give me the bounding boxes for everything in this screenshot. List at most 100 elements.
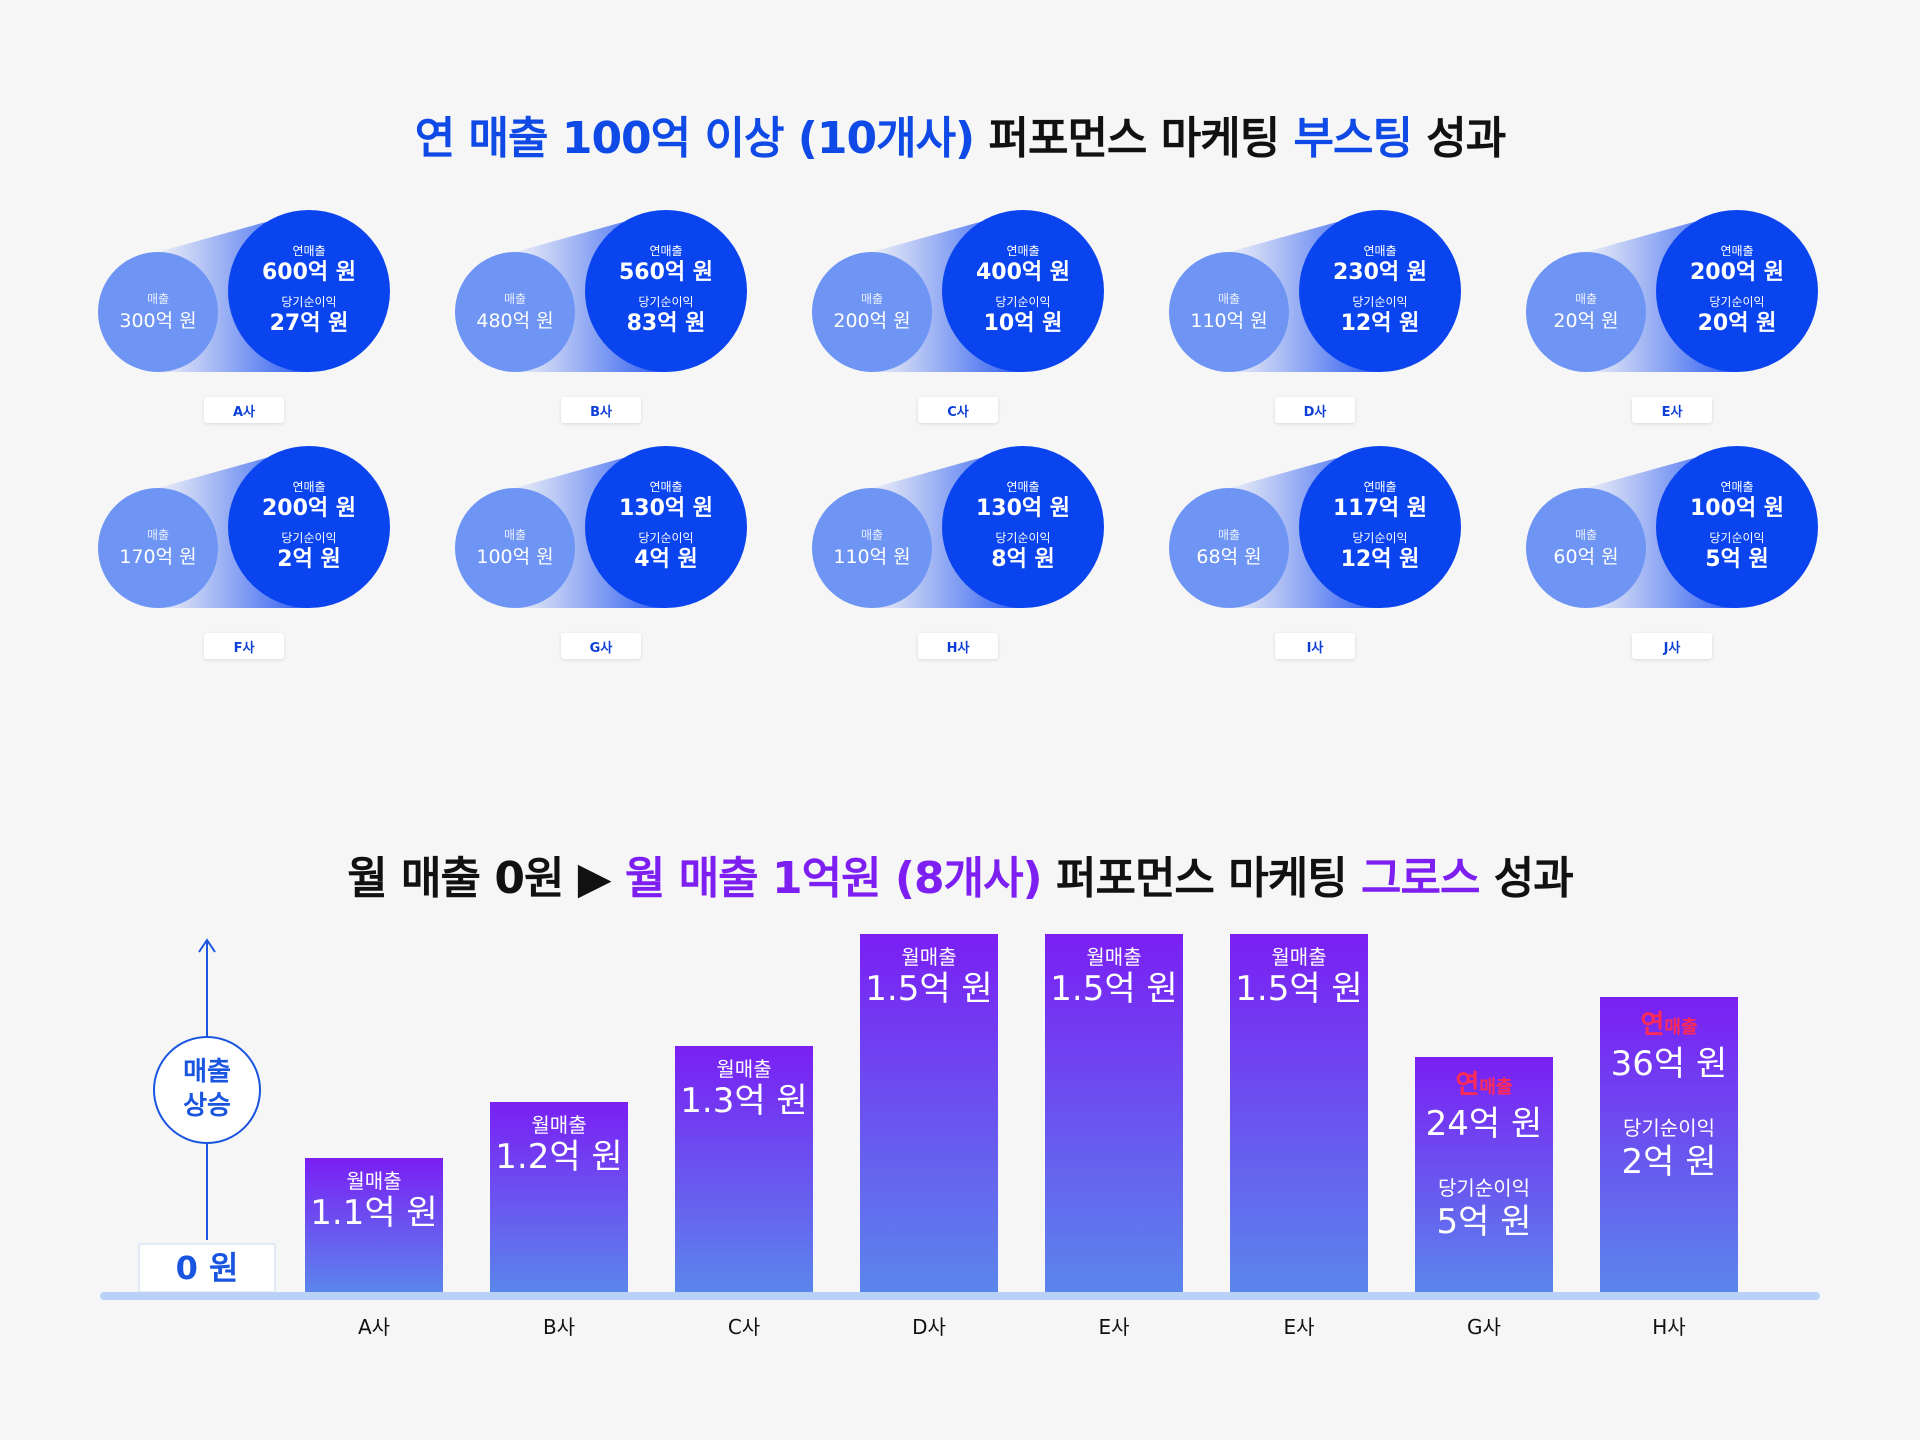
net-income-label: 당기순이익 [638, 295, 694, 309]
net-income-value: 8억 원 [991, 547, 1055, 572]
boost-section-title: 연 매출 100억 이상 (10개사) 퍼포먼스 마케팅 부스팅 성과 [0, 102, 1920, 166]
company-tag: E사 [1632, 397, 1712, 423]
bar [1230, 934, 1368, 1292]
before-sales-circle: 매출 68억 원 [1169, 488, 1289, 608]
annual-sales-value: 600억 원 [261, 260, 357, 285]
before-sales-circle: 매출 20억 원 [1526, 252, 1646, 372]
after-sales-circle: 연매출 117억 원 당기순이익 12억 원 [1299, 446, 1461, 608]
net-income-label: 당기순이익 [281, 295, 337, 309]
net-income-value: 10억 원 [983, 311, 1063, 336]
annual-sales-label: 연매출 [649, 244, 683, 258]
title2-suffix: 성과 [1479, 853, 1574, 904]
before-sales-circle: 매출 60억 원 [1526, 488, 1646, 608]
annual-sales-label: 연매출 [292, 244, 326, 258]
axis-arrow-icon [198, 938, 216, 953]
before-sales-label: 매출 [503, 292, 527, 306]
annual-sales-value: 130억 원 [618, 496, 714, 521]
bar [1045, 934, 1183, 1292]
bar-label: 월매출 [716, 1057, 771, 1081]
annual-sales-value: 230억 원 [1332, 260, 1428, 285]
annual-sales-label: 연매출 [1006, 480, 1040, 494]
after-sales-circle: 연매출 200억 원 당기순이익 2억 원 [228, 446, 390, 608]
bar-label: 연매출 [1640, 1010, 1697, 1040]
company-tag: F사 [204, 633, 284, 659]
before-sales-circle: 매출 110억 원 [1169, 252, 1289, 372]
annual-sales-value: 400억 원 [975, 260, 1071, 285]
x-tick-label: B사 [543, 1315, 575, 1339]
x-tick-label: H사 [1652, 1315, 1685, 1339]
before-sales-value: 110억 원 [833, 546, 911, 568]
net-income-value: 12억 원 [1340, 547, 1420, 572]
boost-card: 매출 480억 원 연매출 560억 원 당기순이익 83억 원 B사 [455, 210, 755, 430]
company-tag: C사 [918, 397, 998, 423]
bar-value: 24억 원 [1426, 1104, 1543, 1144]
net-income-label: 당기순이익 [638, 531, 694, 545]
before-sales-circle: 매출 300억 원 [98, 252, 218, 372]
baseline-zero-label: 0 원 [176, 1249, 239, 1287]
boost-card: 매출 100억 원 연매출 130억 원 당기순이익 4억 원 G사 [455, 446, 755, 666]
bar-value: 1.2억 원 [495, 1137, 622, 1177]
net-income-value: 12억 원 [1340, 311, 1420, 336]
annual-sales-label: 연매출 [1363, 480, 1397, 494]
x-tick-label: E사 [1098, 1315, 1129, 1339]
net-income-label: 당기순이익 [995, 295, 1051, 309]
axis-label-line2: 상승 [183, 1091, 231, 1121]
boost-card: 매출 20억 원 연매출 200억 원 당기순이익 20억 원 E사 [1526, 210, 1826, 430]
before-sales-circle: 매출 200억 원 [812, 252, 932, 372]
annual-sales-label: 연매출 [1363, 244, 1397, 258]
growth-section-title: 월 매출 0원 ▶ 월 매출 1억원 (8개사) 퍼포먼스 마케팅 그로스 성과 [0, 842, 1920, 906]
annual-sales-value: 117억 원 [1332, 496, 1428, 521]
annual-sales-value: 560억 원 [618, 260, 714, 285]
bar-value: 1.3억 원 [680, 1081, 807, 1121]
x-tick-label: A사 [358, 1315, 390, 1339]
bar-label: 월매출 [901, 945, 956, 969]
title2-keyword: 그로스 [1361, 853, 1480, 904]
annual-sales-label: 연매출 [1006, 244, 1040, 258]
annual-sales-label: 연매출 [1720, 480, 1754, 494]
after-sales-circle: 연매출 100억 원 당기순이익 5억 원 [1656, 446, 1818, 608]
company-tag: D사 [1275, 397, 1355, 423]
before-sales-label: 매출 [1574, 292, 1598, 306]
after-sales-circle: 연매출 230억 원 당기순이익 12억 원 [1299, 210, 1461, 372]
net-income-value: 4억 원 [634, 547, 698, 572]
x-tick-label: D사 [912, 1315, 946, 1339]
bar [1415, 1057, 1553, 1292]
bar-value: 1.5억 원 [865, 969, 992, 1009]
x-tick-label: C사 [728, 1315, 760, 1339]
before-sales-circle: 매출 480억 원 [455, 252, 575, 372]
bar-label-rest: 매출 [1664, 1017, 1697, 1038]
boost-card: 매출 60억 원 연매출 100억 원 당기순이익 5억 원 J사 [1526, 446, 1826, 666]
net-income-value: 5억 원 [1705, 547, 1769, 572]
before-sales-value: 110억 원 [1190, 310, 1268, 332]
before-sales-value: 68억 원 [1196, 546, 1262, 568]
bar-label: 월매출 [346, 1169, 401, 1193]
net-income-label: 당기순이익 [1709, 531, 1765, 545]
bar-label: 월매출 [1086, 945, 1141, 969]
company-tag: G사 [561, 633, 641, 659]
net-income-label: 당기순이익 [995, 531, 1051, 545]
title2-prefix: 월 매출 0원 ▶ [347, 853, 625, 904]
bar-sub-value: 2억 원 [1622, 1142, 1717, 1182]
net-income-value: 20억 원 [1697, 311, 1777, 336]
title1-keyword: 부스팅 [1293, 113, 1413, 164]
company-tag: J사 [1632, 633, 1712, 659]
bar-label: 월매출 [1271, 945, 1326, 969]
net-income-value: 27억 원 [269, 311, 349, 336]
before-sales-label: 매출 [860, 528, 884, 542]
bar-sub-label: 당기순이익 [1438, 1176, 1530, 1200]
bar [675, 1046, 813, 1292]
annual-sales-value: 100억 원 [1689, 496, 1785, 521]
boost-card: 매출 68억 원 연매출 117억 원 당기순이익 12억 원 I사 [1169, 446, 1469, 666]
annual-sales-label: 연매출 [1720, 244, 1754, 258]
title1-text: 퍼포먼스 마케팅 [974, 113, 1294, 164]
net-income-label: 당기순이익 [1709, 295, 1765, 309]
bar [305, 1158, 443, 1292]
annual-sales-label: 연매출 [292, 480, 326, 494]
bar [860, 934, 998, 1292]
annual-sales-value: 200억 원 [1689, 260, 1785, 285]
after-sales-circle: 연매출 600억 원 당기순이익 27억 원 [228, 210, 390, 372]
net-income-label: 당기순이익 [1352, 531, 1408, 545]
bar-value: 1.1억 원 [310, 1193, 437, 1233]
before-sales-circle: 매출 100억 원 [455, 488, 575, 608]
